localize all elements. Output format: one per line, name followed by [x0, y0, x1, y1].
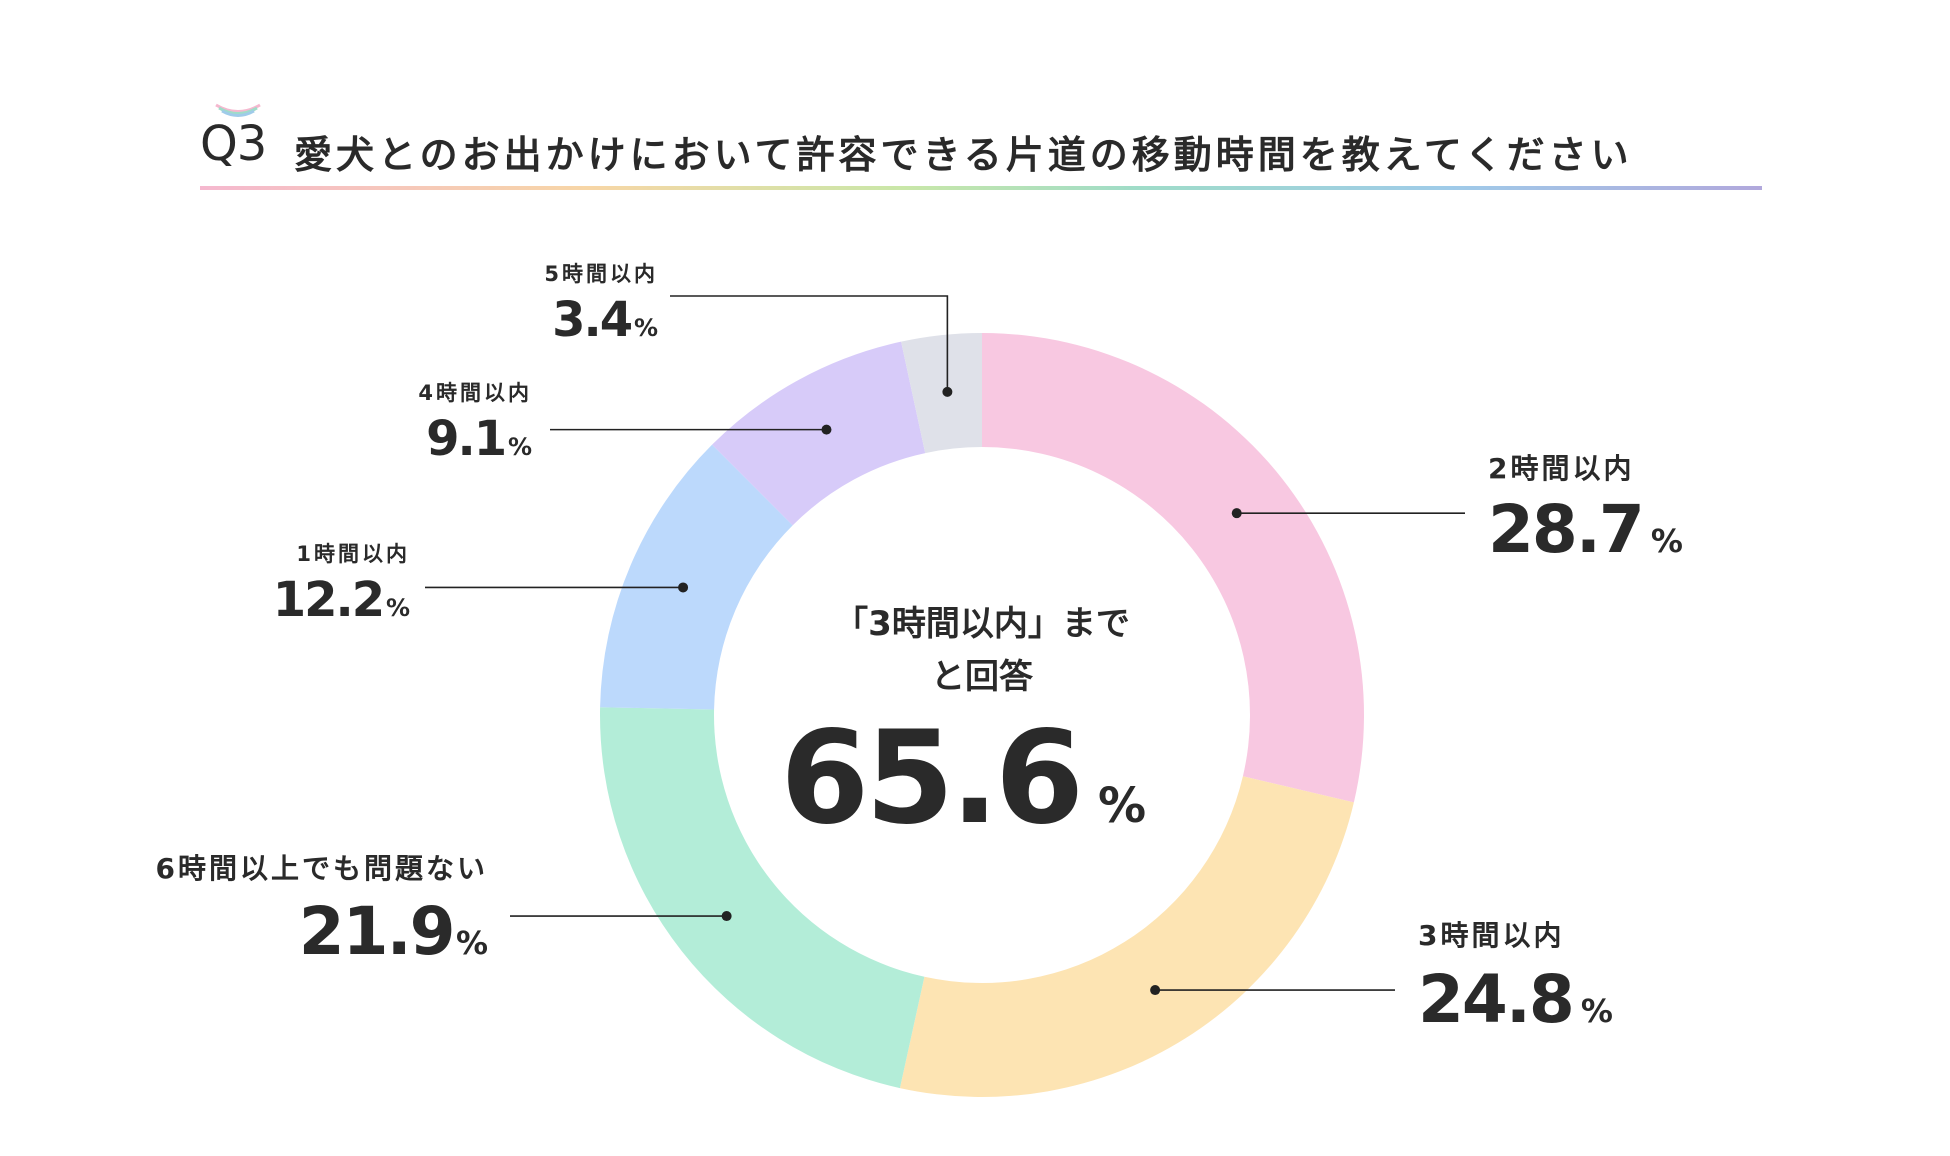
slice-unit-6: % — [634, 314, 658, 342]
slice-label-6: 5時間以内 — [544, 262, 658, 286]
slice-6 — [901, 333, 982, 454]
center-caption-line1: 「3時間以内」まで — [834, 604, 1130, 644]
leader-line-6 — [670, 295, 949, 392]
slice-3 — [599, 707, 925, 1089]
slice-unit-3: % — [456, 924, 488, 962]
title-underline — [200, 186, 1762, 190]
slice-label-5: 4時間以内 — [418, 381, 532, 405]
chart-header: Q3 愛犬とのお出かけにおいて許容できる片道の移動時間を教えてください — [200, 103, 1762, 198]
slice-unit-2: % — [1581, 992, 1613, 1030]
center-value: 65.6 — [780, 704, 1080, 853]
slice-label-2: 3時間以内 — [1418, 919, 1564, 952]
slice-unit-5: % — [508, 433, 532, 461]
slice-labels: 2時間以内 28.7 % 3時間以内 24.8 % 6時間以上でも問題ない 21.9 % 1時間以… — [156, 262, 1683, 1038]
slice-value-6: 3.4 — [552, 292, 632, 348]
center-summary: 「3時間以内」まで と回答 65.6 % — [780, 604, 1146, 853]
slice-2 — [899, 776, 1354, 1097]
slice-label-4: 1時間以内 — [296, 542, 410, 566]
donut-slices — [599, 333, 1365, 1097]
slice-unit-4: % — [386, 594, 410, 622]
rainbow-arc-icon — [215, 103, 261, 117]
slice-value-3: 21.9 — [299, 893, 454, 970]
slice-5 — [712, 341, 926, 526]
center-unit: % — [1098, 778, 1146, 834]
slice-value-5: 9.1 — [426, 411, 505, 467]
slice-value-2: 24.8 — [1418, 961, 1573, 1038]
question-number: Q3 — [200, 116, 267, 172]
slice-value-1: 28.7 — [1488, 491, 1643, 568]
slice-label-3: 6時間以上でも問題ない — [156, 852, 488, 885]
leader-lines — [425, 295, 1465, 996]
slice-4 — [600, 444, 793, 710]
slice-1 — [982, 333, 1365, 803]
center-caption-line2: と回答 — [931, 657, 1034, 697]
slice-value-4: 12.2 — [273, 572, 383, 628]
slice-label-1: 2時間以内 — [1488, 452, 1634, 485]
slice-unit-1: % — [1651, 522, 1683, 560]
chart-title: 愛犬とのお出かけにおいて許容できる片道の移動時間を教えてください — [294, 133, 1633, 177]
